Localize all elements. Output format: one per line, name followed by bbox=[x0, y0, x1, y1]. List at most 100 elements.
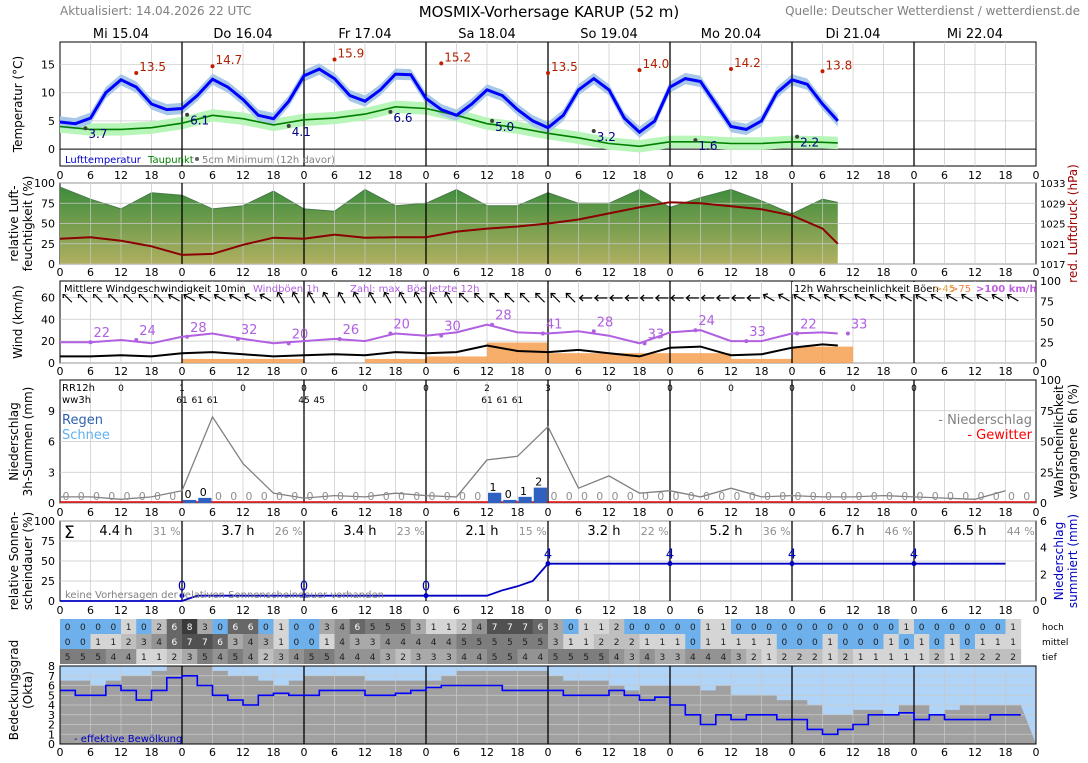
cloud-hour-tick: 6 bbox=[941, 746, 948, 759]
wind-arrow bbox=[930, 293, 943, 302]
precip-hour-tick: 6 bbox=[575, 506, 582, 519]
max-temp-dot bbox=[820, 69, 825, 74]
humidity-hour-tick: 0 bbox=[179, 266, 186, 279]
cloud-hour-tick: 0 bbox=[57, 746, 64, 759]
cloud-layer-cell bbox=[395, 649, 412, 664]
cloud-layer-value: 0 bbox=[934, 638, 940, 648]
cloud-layer-cell bbox=[349, 634, 366, 649]
precip-hour-tick: 18 bbox=[389, 506, 403, 519]
cloud-hour-tick: 18 bbox=[755, 746, 769, 759]
ww-value: 61 bbox=[497, 396, 508, 406]
cloud-layer-cell bbox=[121, 619, 137, 634]
arrow-shaft bbox=[62, 293, 73, 303]
cloud-layer-value: 4 bbox=[416, 638, 422, 648]
cloud-ytick: 0 bbox=[48, 738, 55, 751]
precip-zero-label: 0 bbox=[764, 490, 771, 503]
cloud-layer-value: 1 bbox=[111, 638, 117, 648]
cloud-layer-value: 1 bbox=[278, 638, 284, 648]
arrow-shaft bbox=[870, 294, 882, 302]
cloud-layer-value: 5 bbox=[400, 623, 406, 633]
humidity-ytick: 100 bbox=[34, 177, 55, 190]
max-gust-label: 28 bbox=[597, 315, 614, 330]
cloud-layer-cell bbox=[990, 649, 1006, 664]
cloud-layer-cell bbox=[700, 634, 717, 649]
min-temp-dot bbox=[591, 129, 596, 134]
temperature-hour-tick: 0 bbox=[1033, 169, 1040, 182]
max-gust-dot bbox=[795, 331, 800, 336]
cloud-layer-cell bbox=[517, 649, 534, 664]
max-temp-label: 14.0 bbox=[643, 57, 670, 71]
precip-zero-label: 0 bbox=[947, 490, 954, 503]
arrow-shaft bbox=[78, 293, 88, 303]
ww-value: 45 bbox=[314, 396, 325, 406]
cloud-layer-cell bbox=[502, 649, 518, 664]
cloud-layer-cell bbox=[197, 649, 213, 664]
cloud-layer-cell bbox=[136, 619, 152, 634]
precip-zero-label: 0 bbox=[139, 490, 146, 503]
precip-ytick: 9 bbox=[48, 405, 55, 418]
cloud-layer-value: 2 bbox=[172, 653, 178, 663]
wind-hour-tick: 12 bbox=[358, 365, 372, 378]
humidity-hour-tick: 0 bbox=[911, 266, 918, 279]
cloud-layer-cell bbox=[898, 619, 915, 634]
precip-hour-tick: 0 bbox=[57, 506, 64, 519]
max-gust-label: 22 bbox=[94, 326, 111, 341]
precip-hour-tick: 12 bbox=[236, 506, 250, 519]
sunshine-hour-tick: 6 bbox=[453, 604, 460, 617]
precip-hour-tick: 0 bbox=[179, 506, 186, 519]
wind-hour-tick: 6 bbox=[453, 365, 460, 378]
precip-hour-tick: 0 bbox=[789, 506, 796, 519]
arrow-head bbox=[960, 293, 967, 300]
wind-hour-tick: 6 bbox=[575, 365, 582, 378]
humidity-hour-tick: 0 bbox=[789, 266, 796, 279]
wind-hour-tick: 6 bbox=[209, 365, 216, 378]
rr12-value: 0 bbox=[423, 384, 429, 394]
cloud-hour-tick: 18 bbox=[145, 746, 159, 759]
cloud-layer-cell bbox=[807, 634, 823, 649]
humidity-hour-tick: 18 bbox=[633, 266, 647, 279]
arrow-shaft bbox=[916, 294, 928, 302]
wind-hour-tick: 12 bbox=[968, 365, 982, 378]
arrow-head bbox=[762, 293, 769, 300]
precip-zero-label: 0 bbox=[383, 490, 390, 503]
arrow-shaft bbox=[168, 294, 180, 302]
cloud-layer-value: 1 bbox=[919, 653, 925, 663]
sunshine-hour-tick: 18 bbox=[755, 604, 769, 617]
cloud-layer-cell bbox=[700, 649, 717, 664]
cloud-layer-value: 4 bbox=[339, 653, 345, 663]
arrow-head bbox=[793, 293, 799, 300]
cloud-layer-value: 4 bbox=[370, 653, 376, 663]
temperature-hour-tick: 0 bbox=[179, 169, 186, 182]
max-gust-label: 33 bbox=[749, 325, 766, 340]
pressure-ytick: 1021 bbox=[1040, 240, 1065, 251]
legend-snow: Schnee bbox=[62, 428, 110, 443]
cloud-layer-cell bbox=[776, 649, 793, 664]
temperature-hour-tick: 18 bbox=[755, 169, 769, 182]
arrow-head bbox=[306, 291, 313, 298]
cloud-layer-value: 5 bbox=[538, 638, 544, 648]
cloud-layer-value: 0 bbox=[80, 623, 86, 633]
legend-gust: Windböen 1h bbox=[253, 284, 319, 295]
rain-bar bbox=[518, 496, 532, 503]
min-temp-label: 5.0 bbox=[495, 120, 514, 134]
cloud-layer-value: 3 bbox=[278, 653, 284, 663]
arrow-head bbox=[259, 293, 265, 300]
precip-zero-label: 0 bbox=[932, 490, 939, 503]
arrow-shaft bbox=[184, 294, 196, 302]
wind-hour-tick: 0 bbox=[667, 365, 674, 378]
cloud-layer-value: 2 bbox=[934, 653, 940, 663]
cloud-ytick: 1 bbox=[48, 728, 55, 741]
cloud-layer-value: 4 bbox=[538, 653, 544, 663]
arrow-shaft bbox=[474, 293, 485, 303]
wind-arrow bbox=[276, 291, 285, 304]
legend-min: 5cm Minimum (12h davor) bbox=[202, 155, 335, 166]
precip-ylabel: 3h-Summen (mm) bbox=[21, 387, 35, 497]
precip-prob-ytick: 100 bbox=[1040, 374, 1061, 387]
cloud-layer-cell bbox=[182, 649, 198, 664]
cloud-layer-value: 0 bbox=[217, 623, 223, 633]
precip-hour-tick: 12 bbox=[724, 506, 738, 519]
cloud-layer-value: 2 bbox=[400, 653, 406, 663]
sunshine-hour-tick: 12 bbox=[968, 604, 982, 617]
cloud-layer-cell bbox=[670, 634, 686, 649]
cloud-layer-value: 6 bbox=[172, 623, 178, 633]
